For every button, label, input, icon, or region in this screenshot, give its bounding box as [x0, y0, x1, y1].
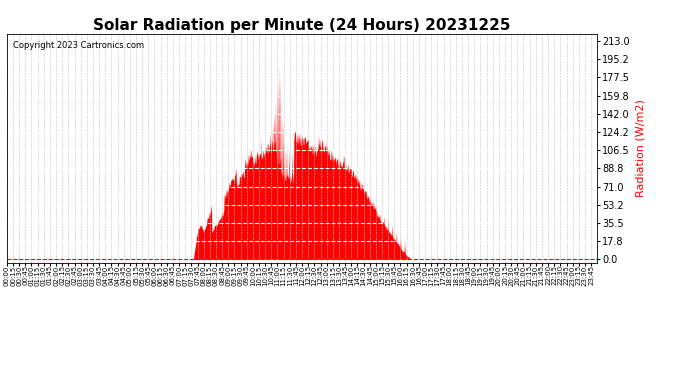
Text: Copyright 2023 Cartronics.com: Copyright 2023 Cartronics.com	[13, 40, 144, 50]
Title: Solar Radiation per Minute (24 Hours) 20231225: Solar Radiation per Minute (24 Hours) 20…	[93, 18, 511, 33]
Y-axis label: Radiation (W/m2): Radiation (W/m2)	[636, 99, 646, 197]
